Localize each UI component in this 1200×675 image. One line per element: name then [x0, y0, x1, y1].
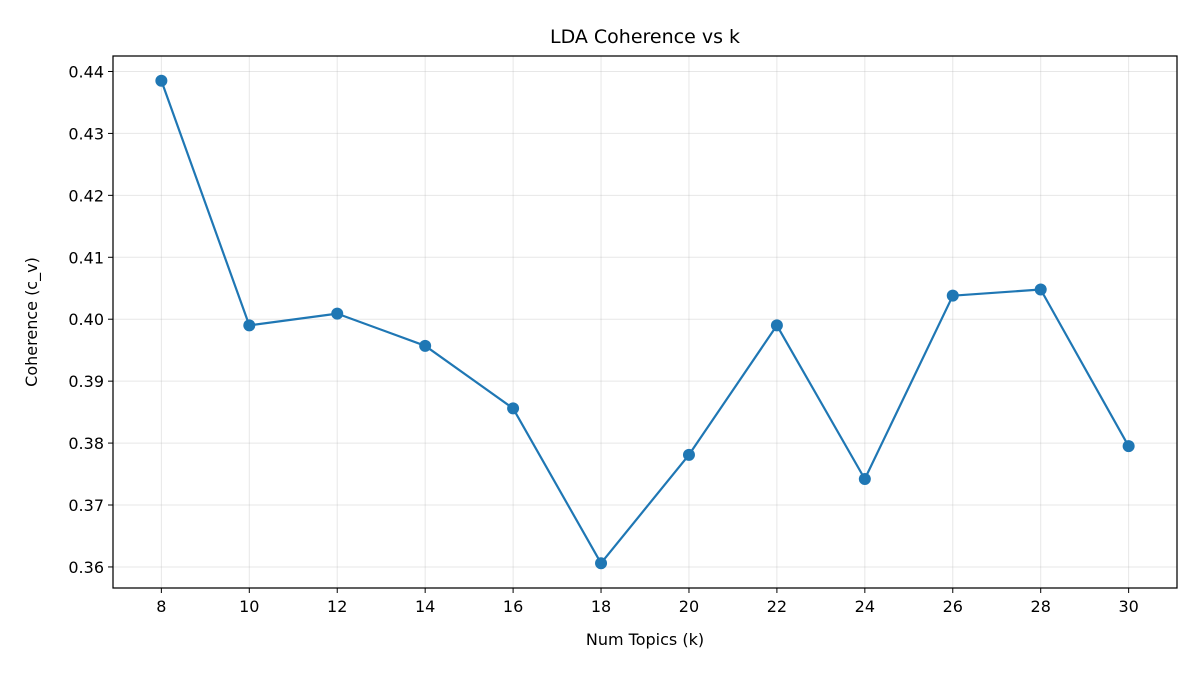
- x-axis-label: Num Topics (k): [586, 630, 704, 649]
- x-tick-label: 30: [1118, 597, 1138, 616]
- data-point: [770, 319, 783, 332]
- x-tick-label: 10: [239, 597, 259, 616]
- y-tick-label: 0.37: [68, 496, 104, 515]
- series-line: [160, 80, 1130, 565]
- data-point: [1122, 440, 1135, 453]
- series-polyline: [160, 80, 1130, 565]
- x-tick-label: 16: [503, 597, 523, 616]
- y-tick-label: 0.42: [68, 186, 104, 205]
- data-points: [155, 74, 1135, 570]
- y-tick-label: 0.36: [68, 558, 104, 577]
- data-point: [682, 448, 695, 461]
- x-tick-label: 12: [327, 597, 347, 616]
- y-tick-label: 0.40: [68, 310, 104, 329]
- y-tick-label: 0.44: [68, 62, 104, 81]
- data-point: [1034, 283, 1047, 296]
- y-tick-label: 0.41: [68, 248, 104, 267]
- x-tick-label: 8: [156, 597, 166, 616]
- data-point: [858, 472, 871, 485]
- data-point: [419, 339, 432, 352]
- plot-area-frame: [112, 55, 1178, 589]
- data-point: [507, 402, 520, 415]
- y-tick-label: 0.43: [68, 124, 104, 143]
- x-tick-label: 14: [415, 597, 435, 616]
- x-tick-label: 18: [591, 597, 611, 616]
- data-point: [946, 289, 959, 302]
- x-tick-label: 22: [767, 597, 787, 616]
- data-point: [331, 307, 344, 320]
- data-point: [155, 74, 168, 87]
- data-point: [243, 319, 256, 332]
- y-tick-label: 0.39: [68, 372, 104, 391]
- x-tick-label: 24: [855, 597, 875, 616]
- x-tick-label: 28: [1031, 597, 1051, 616]
- chart-title: LDA Coherence vs k: [550, 26, 740, 48]
- y-tick-label: 0.38: [68, 434, 104, 453]
- x-axis-ticks: 8 10 12 14 16 18 20 22 24 26 28 30: [156, 588, 1139, 616]
- y-axis-label: Coherence (c_v): [22, 257, 42, 387]
- grid: [113, 56, 1177, 588]
- y-axis-ticks: 0.36 0.37 0.38 0.39 0.40 0.41 0.42 0.43 0.44: [68, 62, 113, 577]
- data-point: [595, 557, 608, 570]
- x-tick-label: 26: [943, 597, 963, 616]
- x-tick-label: 20: [679, 597, 699, 616]
